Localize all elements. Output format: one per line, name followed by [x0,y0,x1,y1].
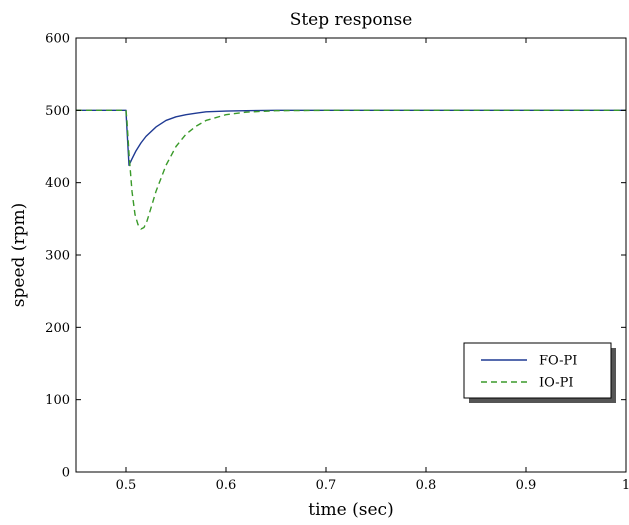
series-line-io-pi [76,109,626,230]
y-tick-label: 500 [45,104,70,119]
legend-label-fo-pi: FO-PI [539,354,577,369]
y-tick-label: 600 [45,32,70,47]
y-tick-label: 0 [62,466,70,481]
y-axis: 0 100 200 300 400 500 600 [45,32,626,481]
x-tick-label: 0.7 [316,478,337,493]
y-tick-label: 200 [45,321,70,336]
legend-label-io-pi: IO-PI [539,376,574,391]
legend: FO-PI IO-PI [463,342,616,403]
x-tick-label: 0.8 [416,478,437,493]
x-tick-label: 0.6 [216,478,237,493]
plot-frame [75,37,627,473]
y-tick-label: 300 [45,249,70,264]
x-axis: 0.5 0.6 0.7 0.8 0.9 1 [116,38,629,493]
x-tick-label: 0.5 [116,478,137,493]
y-tick-label: 100 [45,393,70,408]
x-tick-label: 1 [622,478,629,493]
x-axis-title: time (sec) [308,500,393,520]
chart-title: Step response [290,10,413,30]
series-layer [76,109,626,230]
y-axis-title: speed (rpm) [9,203,29,307]
series-line-fo-pi [76,109,626,167]
x-tick-label: 0.9 [516,478,537,493]
y-tick-label: 400 [45,176,70,191]
legend-box [463,342,612,399]
